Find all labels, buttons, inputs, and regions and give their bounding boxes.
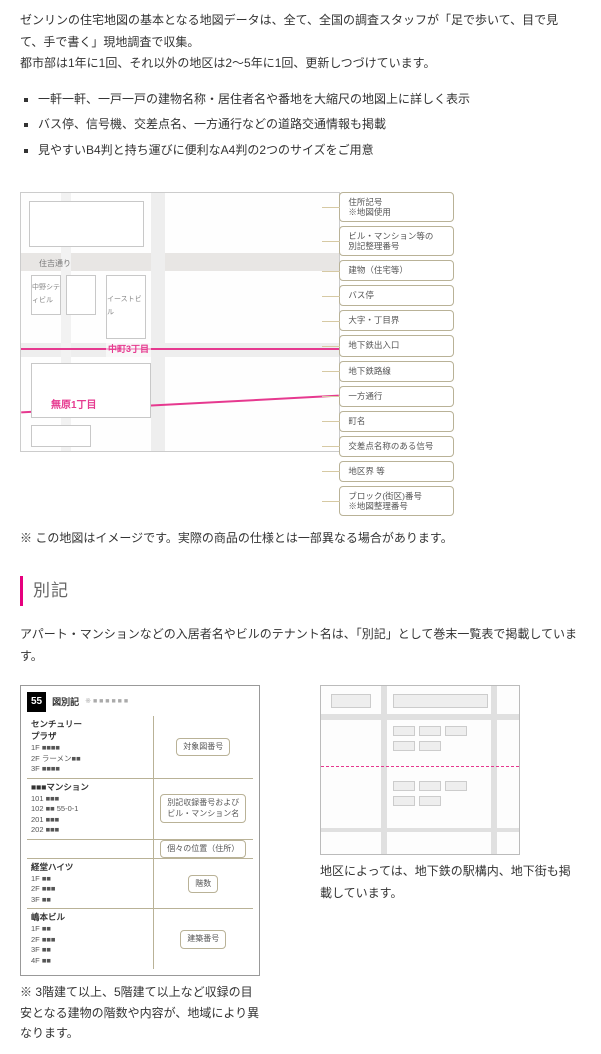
bekki-table-row: ■■■マンション101 ■■■102 ■■ 55-0-1201 ■■■202 ■…: [27, 778, 253, 839]
bekki-tag: 対象図番号: [176, 738, 230, 756]
sample-map-section: 中野シティビル イーストビル 住吉通り 中町3丁目 無原1丁目 住所記号※地図使…: [20, 192, 581, 521]
bekki-table-row: 経堂ハイツ1F ■■2F ■■■3F ■■ 階数: [27, 858, 253, 908]
section-heading-bekki: 別記: [20, 576, 581, 607]
map-block-label: イーストビル: [106, 275, 146, 339]
bekki-table-row: 嶋本ビル1F ■■2F ■■■3F ■■4F ■■ 建築番号: [27, 908, 253, 969]
legend-item: 建物（住宅等）: [339, 260, 454, 281]
map-legend: 住所記号※地図使用 ビル・マンション等の別記整理番号 建物（住宅等） バス停 大…: [339, 192, 454, 521]
sample-map-image: 中野シティビル イーストビル 住吉通り 中町3丁目 無原1丁目: [20, 192, 340, 452]
legend-item: 大字・丁目界: [339, 310, 454, 331]
subway-caption: 地区によっては、地下鉄の駅構内、地下街も掲載しています。: [320, 861, 581, 904]
subway-map-container: 地区によっては、地下鉄の駅構内、地下街も掲載しています。: [320, 685, 581, 904]
feature-item: 見やすいB4判と持ち運びに便利なA4判の2つのサイズをご用意: [38, 140, 581, 162]
bekki-tag: 個々の位置（住所）: [160, 840, 246, 858]
bekki-legend-panel: 55 図別記 ※ ■ ■ ■ ■ ■ ■ センチュリープラザ1F ■■■■2F …: [20, 685, 260, 976]
legend-item: 地下鉄路線: [339, 361, 454, 382]
feature-item: バス停、信号機、交差点名、一方通行などの道路交通情報も掲載: [38, 114, 581, 136]
bekki-tag: 建築番号: [180, 930, 226, 948]
legend-item: 交差点名称のある信号: [339, 436, 454, 457]
sample-map-caption: ※ この地図はイメージです。実際の商品の仕様とは一部異なる場合があります。: [20, 528, 581, 550]
intro-line-2: 都市部は1年に1回、それ以外の地区は2〜5年に1回、更新しつづけています。: [20, 56, 435, 70]
map-street-label: 住吉通り: [39, 257, 71, 271]
legend-item: 住所記号※地図使用: [339, 192, 454, 222]
bekki-description: アパート・マンションなどの入居者名やビルのテナント名は、「別記」として巻末一覧表…: [20, 624, 581, 667]
legend-item: 地下鉄出入口: [339, 335, 454, 356]
legend-item: 地区界 等: [339, 461, 454, 482]
bekki-tag: 階数: [188, 875, 218, 893]
map-district-label: 無原1丁目: [51, 397, 97, 415]
map-district-label: 中町3丁目: [106, 341, 151, 357]
legend-item: バス停: [339, 285, 454, 306]
bekki-panel-sub: ※ ■ ■ ■ ■ ■ ■: [85, 696, 128, 709]
bekki-code-box: 55: [27, 692, 46, 712]
bekki-table-row: 個々の位置（住所）: [27, 839, 253, 858]
map-block-label: 中野シティビル: [31, 275, 61, 315]
bekki-table-row: センチュリープラザ1F ■■■■2F ラーメン■■3F ■■■■ 対象図番号: [27, 716, 253, 777]
legend-item: ブロック(街区)番号※地図整理番号: [339, 486, 454, 516]
bekki-row: 55 図別記 ※ ■ ■ ■ ■ ■ ■ センチュリープラザ1F ■■■■2F …: [20, 685, 581, 1043]
subway-map-image: [320, 685, 520, 855]
legend-item: 一方通行: [339, 386, 454, 407]
bekki-tag: 別記収録番号およびビル・マンション名: [160, 794, 246, 823]
bekki-panel-title: 図別記: [52, 694, 79, 710]
bekki-caption: ※ 3階建て以上、5階建て以上など収録の目安となる建物の階数や内容が、地域により…: [20, 982, 260, 1043]
legend-item: ビル・マンション等の別記整理番号: [339, 226, 454, 256]
intro-line-1: ゼンリンの住宅地図の基本となる地図データは、全て、全国の調査スタッフが「足で歩い…: [20, 13, 558, 49]
feature-list: 一軒一軒、一戸一戸の建物名称・居住者名や番地を大縮尺の地図上に詳しく表示 バス停…: [38, 89, 581, 162]
intro-text: ゼンリンの住宅地図の基本となる地図データは、全て、全国の調査スタッフが「足で歩い…: [20, 10, 581, 75]
legend-item: 町名: [339, 411, 454, 432]
bekki-legend-container: 55 図別記 ※ ■ ■ ■ ■ ■ ■ センチュリープラザ1F ■■■■2F …: [20, 685, 260, 1043]
feature-item: 一軒一軒、一戸一戸の建物名称・居住者名や番地を大縮尺の地図上に詳しく表示: [38, 89, 581, 111]
